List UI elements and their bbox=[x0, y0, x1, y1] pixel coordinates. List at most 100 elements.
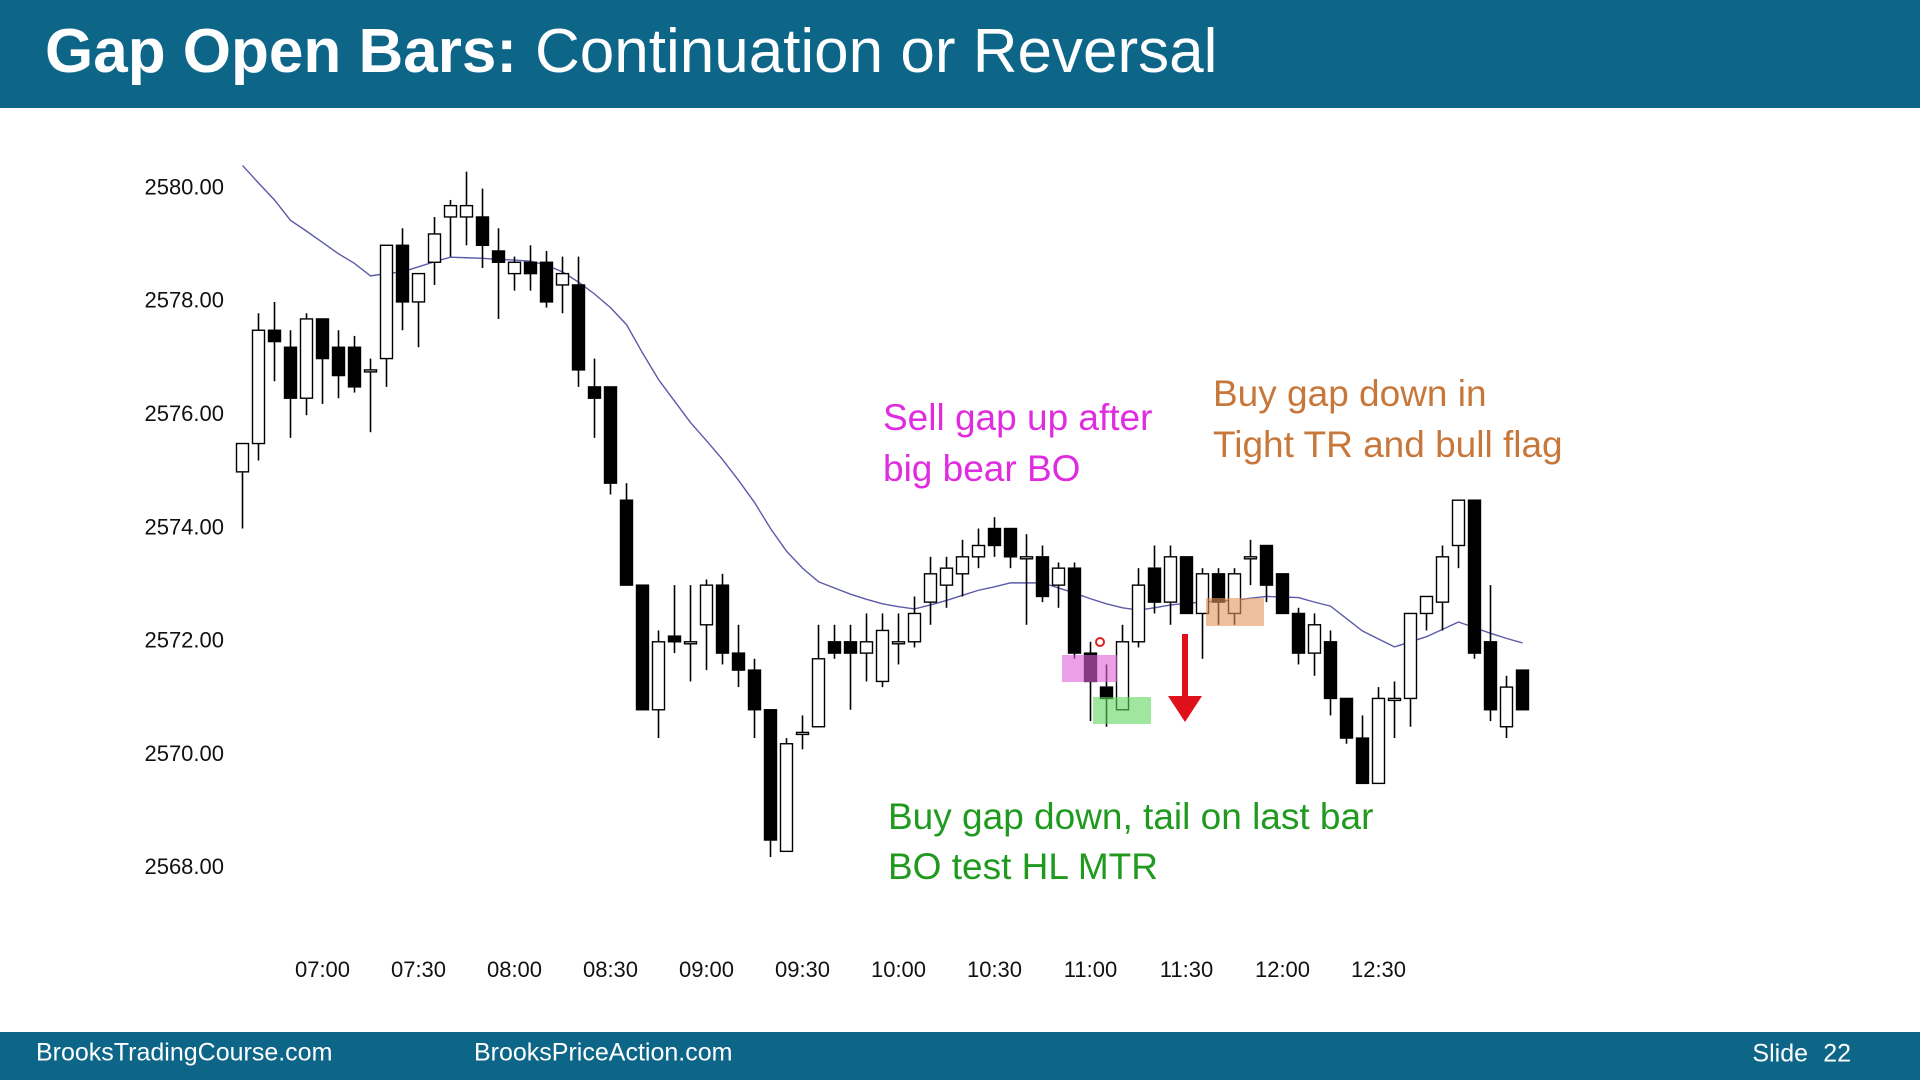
candle-body bbox=[699, 584, 714, 626]
candle-body bbox=[251, 329, 266, 445]
y-tick-label: 2580.00 bbox=[144, 174, 224, 199]
candle-body bbox=[443, 204, 458, 218]
y-tick-label: 2574.00 bbox=[144, 514, 224, 539]
candle-body bbox=[1003, 527, 1018, 558]
candle-body bbox=[1499, 686, 1514, 728]
candle-body bbox=[411, 272, 426, 303]
y-tick-label: 2576.00 bbox=[144, 401, 224, 426]
candle-body bbox=[347, 346, 362, 388]
candle-body bbox=[779, 743, 794, 853]
footer-bar bbox=[0, 1032, 1920, 1080]
candle-body bbox=[1435, 556, 1450, 603]
candle-body bbox=[235, 442, 250, 473]
x-tick-label: 10:00 bbox=[871, 957, 926, 982]
candle-body bbox=[475, 216, 490, 246]
x-tick-label: 12:00 bbox=[1255, 957, 1310, 982]
header-bar bbox=[0, 0, 1920, 108]
x-tick-label: 07:30 bbox=[391, 957, 446, 982]
candle-body bbox=[539, 261, 554, 303]
highlight-green bbox=[1093, 697, 1151, 724]
candle-body bbox=[955, 556, 970, 575]
moving-average bbox=[241, 164, 1523, 648]
candle-body bbox=[491, 250, 506, 263]
candle-body bbox=[1163, 556, 1178, 603]
candle-body bbox=[667, 635, 682, 643]
candle-body bbox=[891, 641, 906, 645]
candle-body bbox=[1019, 556, 1034, 560]
annotation: big bear BO bbox=[883, 448, 1080, 489]
candle-body bbox=[1179, 556, 1194, 615]
candle-body bbox=[427, 233, 442, 263]
candle-body bbox=[827, 641, 842, 654]
candle-body bbox=[795, 731, 810, 736]
candle-body bbox=[1403, 612, 1418, 700]
candle-body bbox=[747, 669, 762, 711]
title-bold: Gap Open Bars: bbox=[45, 17, 517, 86]
candle-body bbox=[987, 527, 1002, 547]
candle-body bbox=[395, 244, 410, 303]
candle-body bbox=[1259, 544, 1274, 586]
candle-body bbox=[1211, 573, 1226, 603]
marker-circle bbox=[1095, 637, 1105, 647]
candle-body bbox=[459, 204, 474, 218]
footer-center: BrooksPriceAction.com bbox=[474, 1039, 732, 1067]
candle-body bbox=[1467, 499, 1482, 654]
x-tick-label: 08:30 bbox=[583, 957, 638, 982]
candle-body bbox=[923, 573, 938, 603]
candle-body bbox=[379, 244, 394, 360]
candle-body bbox=[811, 658, 826, 728]
candle-body bbox=[1451, 499, 1466, 547]
candle-body bbox=[523, 261, 538, 275]
x-tick-label: 07:00 bbox=[295, 957, 350, 982]
candle-body bbox=[1099, 686, 1114, 700]
candle-body bbox=[843, 641, 858, 654]
annotation: Buy gap down in bbox=[1213, 373, 1487, 414]
candle-body bbox=[507, 261, 522, 275]
title-rest: Continuation or Reversal bbox=[535, 17, 1217, 86]
y-tick-label: 2570.00 bbox=[144, 741, 224, 766]
candle-body bbox=[1147, 567, 1162, 603]
candle-body bbox=[763, 709, 778, 841]
candle-body bbox=[587, 386, 602, 399]
plot: 2568.00 2570.00 2572.00 2574.00 2576.00 2578.… bbox=[144, 164, 1530, 982]
candle-body bbox=[715, 584, 730, 654]
candle-body bbox=[603, 386, 618, 484]
footer-left: BrooksTradingCourse.com bbox=[36, 1039, 332, 1067]
candle-body bbox=[1307, 624, 1322, 654]
footer-slide-label: Slide bbox=[1752, 1040, 1808, 1068]
candle-body bbox=[971, 544, 986, 558]
x-tick-label: 09:30 bbox=[775, 957, 830, 982]
candle-body bbox=[571, 284, 586, 371]
candle-body bbox=[619, 499, 634, 586]
candle-body bbox=[683, 641, 698, 645]
candle-body bbox=[1355, 737, 1370, 785]
candle-body bbox=[555, 272, 570, 286]
candle-body bbox=[363, 369, 378, 373]
candle-body bbox=[635, 584, 650, 711]
x-tick-label: 08:00 bbox=[487, 957, 542, 982]
candle-body bbox=[1339, 697, 1354, 739]
candle-body bbox=[859, 641, 874, 654]
annotation: Sell gap up after bbox=[883, 397, 1152, 438]
title: Gap Open Bars: Continuation or Reversal bbox=[45, 17, 1217, 86]
x-tick-label: 11:30 bbox=[1160, 957, 1213, 982]
annotation: Tight TR and bull flag bbox=[1213, 424, 1563, 465]
highlight-pink bbox=[1062, 655, 1117, 682]
x-tick-label: 10:30 bbox=[967, 957, 1022, 982]
candle-body bbox=[1067, 567, 1082, 654]
candle-body bbox=[1035, 556, 1050, 598]
candle-body bbox=[731, 652, 746, 671]
candle-body bbox=[1051, 567, 1066, 586]
candle-body bbox=[331, 346, 346, 377]
candle-body bbox=[1387, 697, 1402, 702]
candle-body bbox=[1195, 573, 1210, 615]
x-tick-label: 11:00 bbox=[1064, 957, 1117, 982]
candle-body bbox=[1131, 584, 1146, 643]
candle-body bbox=[875, 629, 890, 683]
candle-body bbox=[1515, 669, 1530, 711]
highlight-orange bbox=[1206, 598, 1264, 626]
candle-body bbox=[1291, 612, 1306, 654]
candle-body bbox=[267, 329, 282, 343]
